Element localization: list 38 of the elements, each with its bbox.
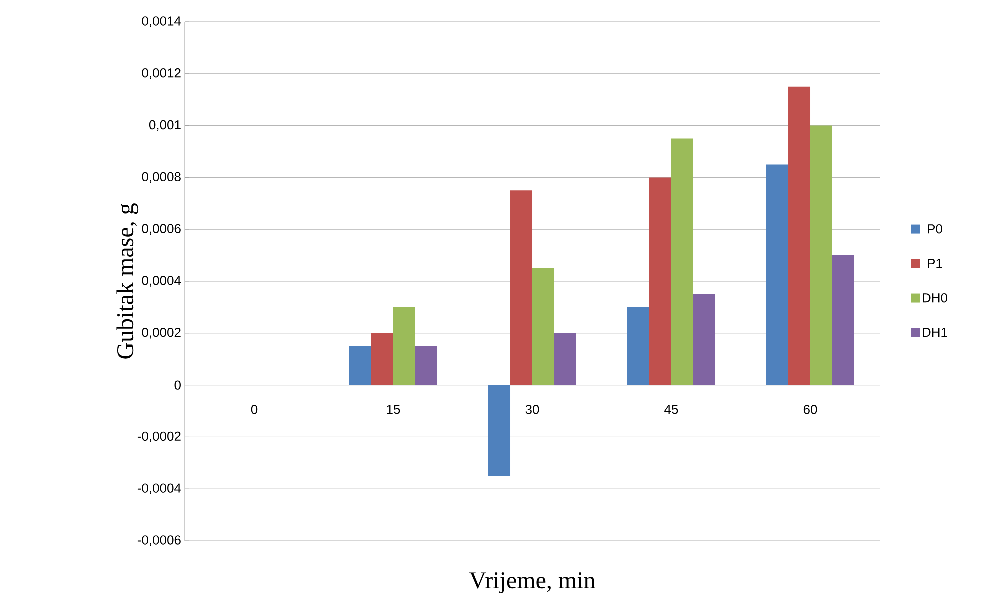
bar	[350, 346, 372, 386]
y-tick-label: 0,001	[149, 120, 181, 132]
y-tick-label: 0,0002	[142, 328, 181, 339]
y-tick-label: 0,0006	[142, 224, 181, 235]
y-tick-label: 0,0012	[142, 68, 181, 80]
y-tick-label: -0,0002	[138, 432, 181, 443]
x-tick-label: 45	[664, 405, 678, 414]
bar	[510, 190, 533, 386]
bar	[372, 333, 394, 386]
y-tick-label: -0,0006	[138, 536, 181, 546]
bar	[416, 346, 438, 386]
bar	[628, 307, 650, 386]
x-tick-label: 15	[387, 405, 400, 414]
y-tick-label: -0,0004	[138, 484, 182, 494]
bar	[672, 138, 694, 386]
x-tick-label: 0	[251, 405, 258, 414]
bar	[650, 178, 672, 386]
y-tick-label: 0,0008	[142, 172, 181, 184]
x-tick-label: 60	[804, 405, 818, 414]
legend-label: DH1	[923, 328, 948, 337]
legend-label: P1	[928, 259, 942, 268]
x-tick-label: 30	[526, 405, 540, 414]
y-tick-label: 0,0004	[142, 276, 182, 287]
x-axis-title: Vrijeme, min	[470, 572, 596, 594]
legend-label: P0	[928, 224, 942, 234]
bar	[488, 385, 511, 476]
bar	[532, 268, 555, 386]
y-tick-label: 0,0014	[142, 16, 182, 28]
bar	[788, 86, 811, 386]
bar	[394, 307, 416, 386]
bar	[554, 333, 577, 386]
y-tick-label: 0	[174, 380, 181, 390]
bar	[832, 256, 855, 386]
bar	[694, 294, 716, 386]
bar	[766, 164, 789, 386]
y-axis-title: Gubitak mase, g	[116, 204, 139, 359]
bar	[810, 126, 833, 386]
legend-label: DH0	[923, 293, 948, 303]
